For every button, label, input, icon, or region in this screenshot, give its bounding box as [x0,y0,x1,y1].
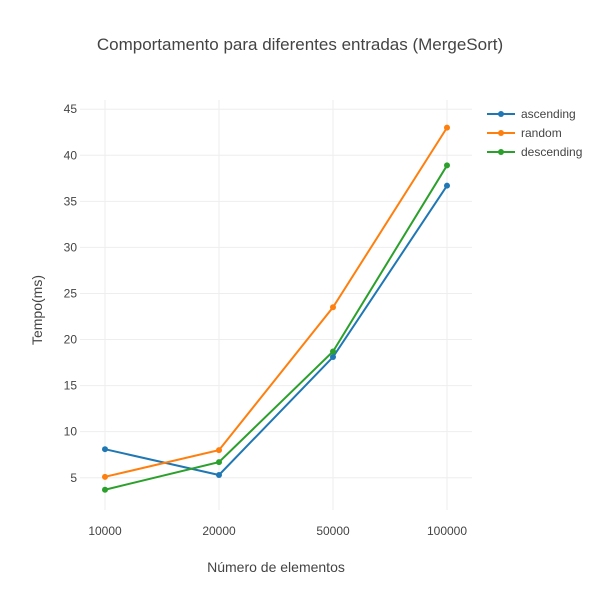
series-descending [102,162,450,493]
data-point [216,447,222,454]
y-tick-label: 45 [64,102,78,116]
series-line [104,185,448,477]
legend-label: ascending [521,107,576,121]
series-ascending [102,182,450,478]
y-axis-label: Tempo(ms) [29,275,45,345]
y-tick-label: 30 [64,240,78,254]
legend-item-random[interactable]: random [487,126,562,140]
data-point [444,182,450,189]
y-tick-label: 35 [64,194,78,208]
legend-marker [498,149,504,155]
y-tick-label: 20 [64,333,78,347]
data-point [330,354,336,361]
grid [80,100,472,510]
data-point [102,473,108,480]
legend: ascending random descending [487,107,582,159]
y-axis-ticks: 5 10 15 20 25 30 35 40 45 [64,102,78,485]
y-tick-label: 10 [64,425,78,439]
data-point [216,459,222,466]
x-axis-label: Número de elementos [207,559,345,575]
series-group [102,124,450,493]
y-tick-label: 40 [64,148,78,162]
series-random [102,124,450,480]
chart-title: Comportamento para diferentes entradas (… [97,35,503,54]
data-point [102,486,108,493]
x-tick-label: 50000 [316,524,350,538]
data-point [330,304,336,311]
legend-marker [498,130,504,136]
y-tick-label: 25 [64,286,78,300]
legend-item-ascending[interactable]: ascending [487,107,576,121]
x-tick-label: 20000 [202,524,236,538]
data-point [330,348,336,355]
series-line [104,164,448,491]
y-tick-label: 5 [70,471,77,485]
x-tick-label: 10000 [88,524,122,538]
legend-label: random [521,126,562,140]
legend-marker [498,111,504,117]
data-point [216,471,222,478]
x-axis-ticks: 10000 20000 50000 100000 [88,524,467,538]
legend-label: descending [521,145,582,159]
series-line [104,127,448,478]
data-point [102,446,108,453]
x-tick-label: 100000 [427,524,467,538]
data-point [444,162,450,169]
data-point [444,124,450,131]
legend-item-descending[interactable]: descending [487,145,582,159]
y-tick-label: 15 [64,379,78,393]
